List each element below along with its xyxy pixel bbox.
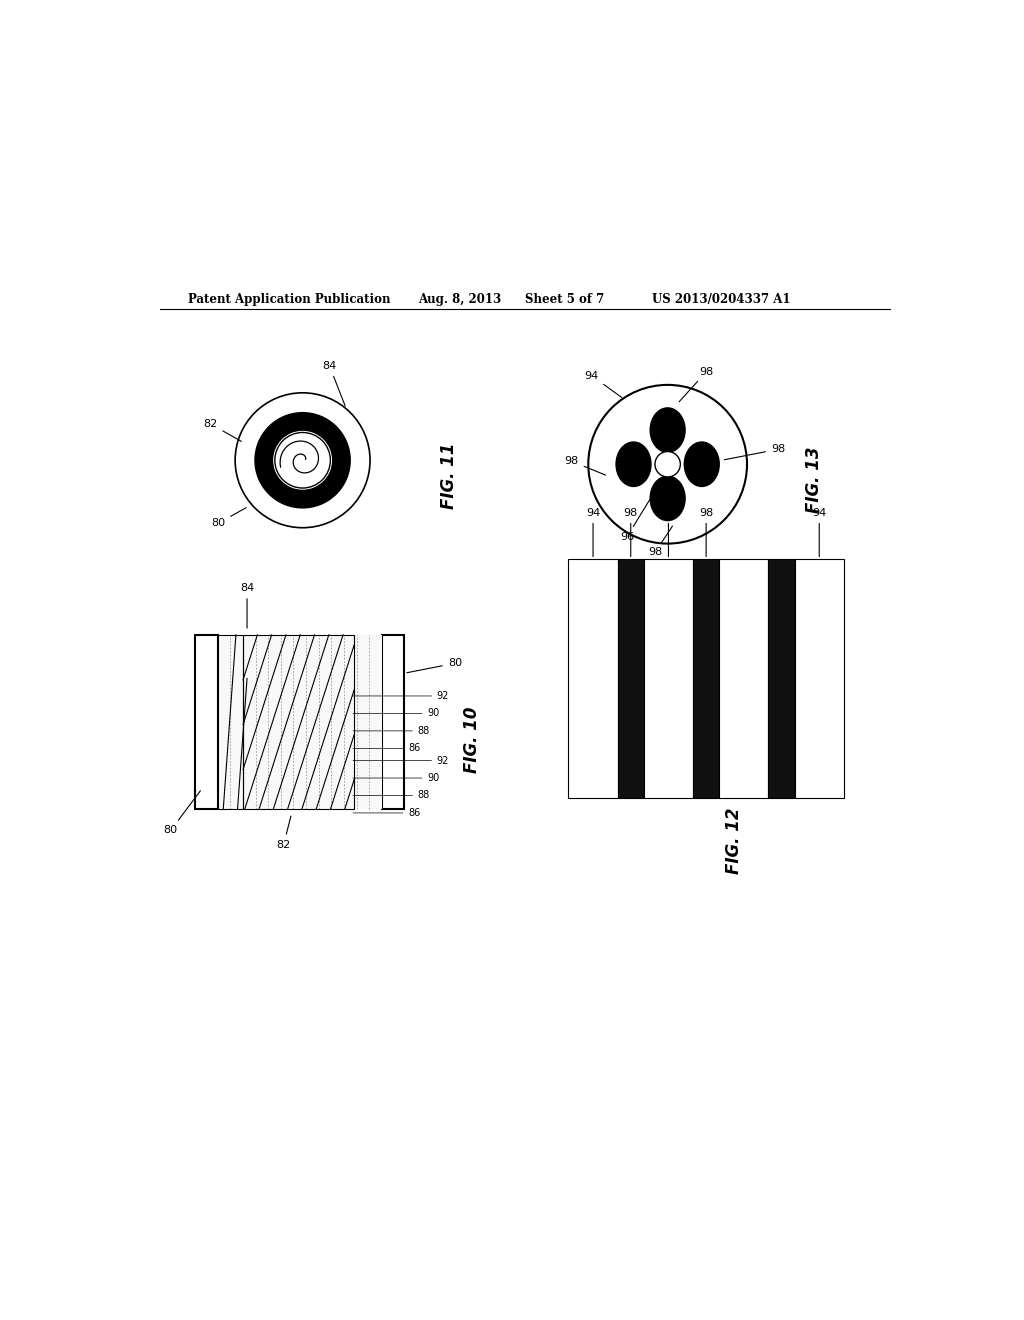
Text: 98: 98 — [564, 457, 605, 475]
Bar — [218, 635, 243, 809]
Text: 84: 84 — [240, 583, 254, 628]
Text: 88: 88 — [418, 726, 430, 735]
Text: 86: 86 — [409, 808, 421, 818]
Text: 94: 94 — [586, 508, 600, 557]
Text: 94: 94 — [585, 371, 622, 397]
Ellipse shape — [650, 477, 685, 520]
Bar — [243, 635, 354, 809]
Text: 84: 84 — [323, 360, 345, 407]
Ellipse shape — [684, 442, 719, 487]
Text: FIG. 11: FIG. 11 — [440, 444, 459, 510]
Text: 98: 98 — [624, 508, 638, 557]
Text: FIG. 12: FIG. 12 — [725, 808, 742, 874]
Text: FIG. 10: FIG. 10 — [463, 706, 480, 774]
Text: 90: 90 — [427, 709, 439, 718]
Text: 94: 94 — [812, 508, 826, 557]
Text: 80: 80 — [211, 508, 246, 528]
Bar — [768, 560, 795, 797]
Text: 98: 98 — [724, 445, 785, 459]
Text: Aug. 8, 2013: Aug. 8, 2013 — [418, 293, 501, 306]
Text: 92: 92 — [436, 690, 450, 701]
Ellipse shape — [650, 408, 685, 453]
Text: 86: 86 — [409, 743, 421, 754]
Text: FIG. 13: FIG. 13 — [806, 447, 823, 513]
Text: Sheet 5 of 7: Sheet 5 of 7 — [524, 293, 604, 306]
Bar — [795, 560, 844, 797]
Text: 98: 98 — [648, 527, 673, 557]
Text: 82: 82 — [204, 418, 242, 441]
Text: 98: 98 — [699, 508, 714, 557]
Text: 88: 88 — [418, 791, 430, 800]
Text: Patent Application Publication: Patent Application Publication — [187, 293, 390, 306]
Circle shape — [655, 451, 680, 477]
Bar — [196, 635, 218, 809]
Bar — [382, 635, 404, 809]
Text: 98: 98 — [679, 367, 714, 401]
Bar — [568, 560, 617, 797]
Text: 80: 80 — [407, 659, 462, 673]
Text: 96: 96 — [662, 508, 676, 557]
Bar — [693, 560, 719, 797]
Text: US 2013/0204337 A1: US 2013/0204337 A1 — [652, 293, 791, 306]
Text: 92: 92 — [436, 755, 450, 766]
Bar — [719, 560, 768, 797]
Text: 90: 90 — [427, 774, 439, 783]
Bar — [617, 560, 644, 797]
Text: 96: 96 — [621, 479, 663, 541]
Bar — [218, 635, 382, 809]
Ellipse shape — [616, 442, 651, 487]
Text: 80: 80 — [164, 791, 201, 836]
Bar — [644, 560, 693, 797]
Text: 82: 82 — [276, 816, 291, 850]
